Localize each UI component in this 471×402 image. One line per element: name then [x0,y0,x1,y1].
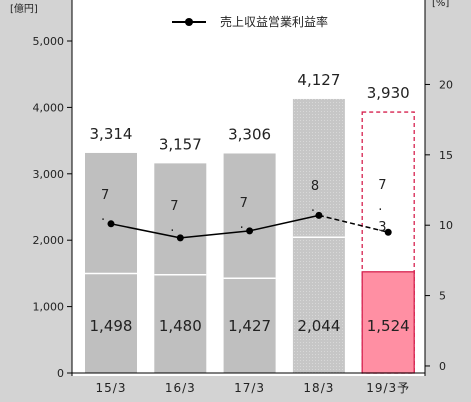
y-left-unit: [億円] [10,2,38,15]
rate-line-segment [110,223,181,239]
y-right-tick-label: 10 [439,219,453,232]
bar-segment-label: 1,427 [228,317,271,335]
y-right-tick-label: 20 [439,78,453,91]
y-left-tick-label: 5,000 [33,35,65,48]
rate-label-fragment: 7 [170,199,178,214]
bar-segment-label: 1,498 [90,317,133,335]
bar-total-label: 3,930 [367,84,410,102]
bar-total-label: 4,127 [297,71,340,89]
rate-label-fragment: 8 [311,179,319,194]
legend-label: 売上収益営業利益率 [220,14,328,29]
y-left-tick-label: 2,000 [33,234,65,247]
legend-marker-icon [185,18,193,26]
y-left-tick-label: 3,000 [33,168,65,181]
rate-line-segment [180,230,250,239]
bar-total [154,163,207,373]
rate-label-fragment: 3 [378,220,386,235]
y-left-tick-label: 4,000 [33,101,65,114]
bar-total-label: 3,306 [228,125,271,143]
y-right-tick-label: 5 [439,290,446,303]
bar-total [223,153,276,373]
rate-line-segment [318,214,389,233]
y-right-tick-label: 15 [439,149,453,162]
bars [85,98,415,374]
bar-segment-label: 1,524 [367,317,410,335]
rate-label-fragment: . [240,217,244,232]
rate-point [384,228,392,236]
rate-point [107,220,115,228]
rate-label-fragment: 7 [101,188,109,203]
x-tick-label: 17/3 [234,381,265,395]
x-tick-label: 16/3 [165,381,196,395]
rate-label-fragment: . [101,209,105,224]
rate-line-segment [249,214,320,232]
x-tick-label: 18/3 [303,381,334,395]
x-tick-label: 19/3予 [366,381,410,395]
y-left-tick-label: 0 [57,367,64,380]
bar-segment-label: 2,044 [297,317,340,335]
y-right-tick-label: 0 [439,360,446,373]
rate-label-fragment: . [170,220,174,235]
legend: 売上収益営業利益率 [172,14,328,29]
bar-segment-label: 1,480 [159,317,202,335]
rate-point [176,234,184,242]
labels: 3,314 1,498 7. 3,157 1,480 7. 3,306 1,427 7. 4,12… [90,71,410,335]
rate-point [315,211,323,219]
rate-label-fragment: 7 [240,196,248,211]
axes: 0 1,000 2,000 3,000 4,000 5,000 0 5 10 15 20 15/3 16… [33,0,453,395]
x-tick-label: 15/3 [96,381,127,395]
bar-total [85,152,137,373]
rate-label-fragment: . [378,199,382,214]
rate-point [246,227,254,235]
y-right-unit: [%] [432,0,449,9]
rate-label-fragment: . [311,200,315,215]
bar-total-label: 3,157 [159,135,202,153]
bar-total [292,98,345,374]
bar-total-label: 3,314 [90,125,133,143]
rate-line-layer [107,211,392,242]
bar-segment-forecast [361,271,415,374]
y-left-tick-label: 1,000 [33,301,65,314]
rate-label-fragment: 7 [378,178,386,193]
